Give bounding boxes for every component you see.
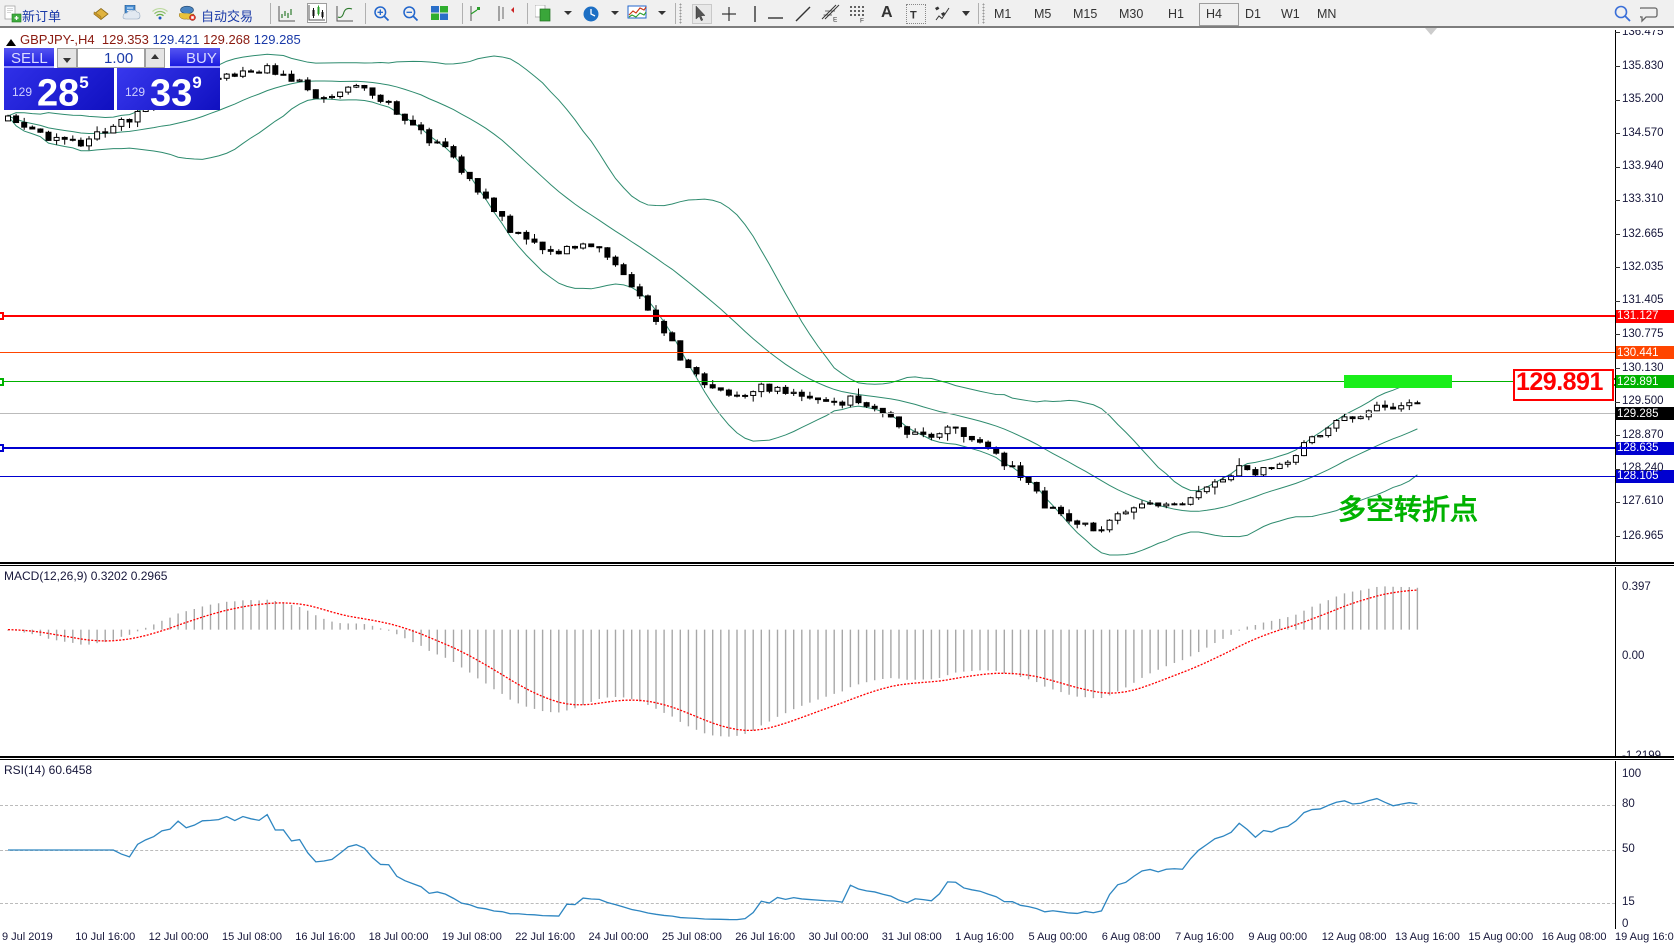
svg-text:E: E [833,17,838,23]
svg-text:F: F [860,18,864,24]
svg-text:T: T [910,10,917,22]
